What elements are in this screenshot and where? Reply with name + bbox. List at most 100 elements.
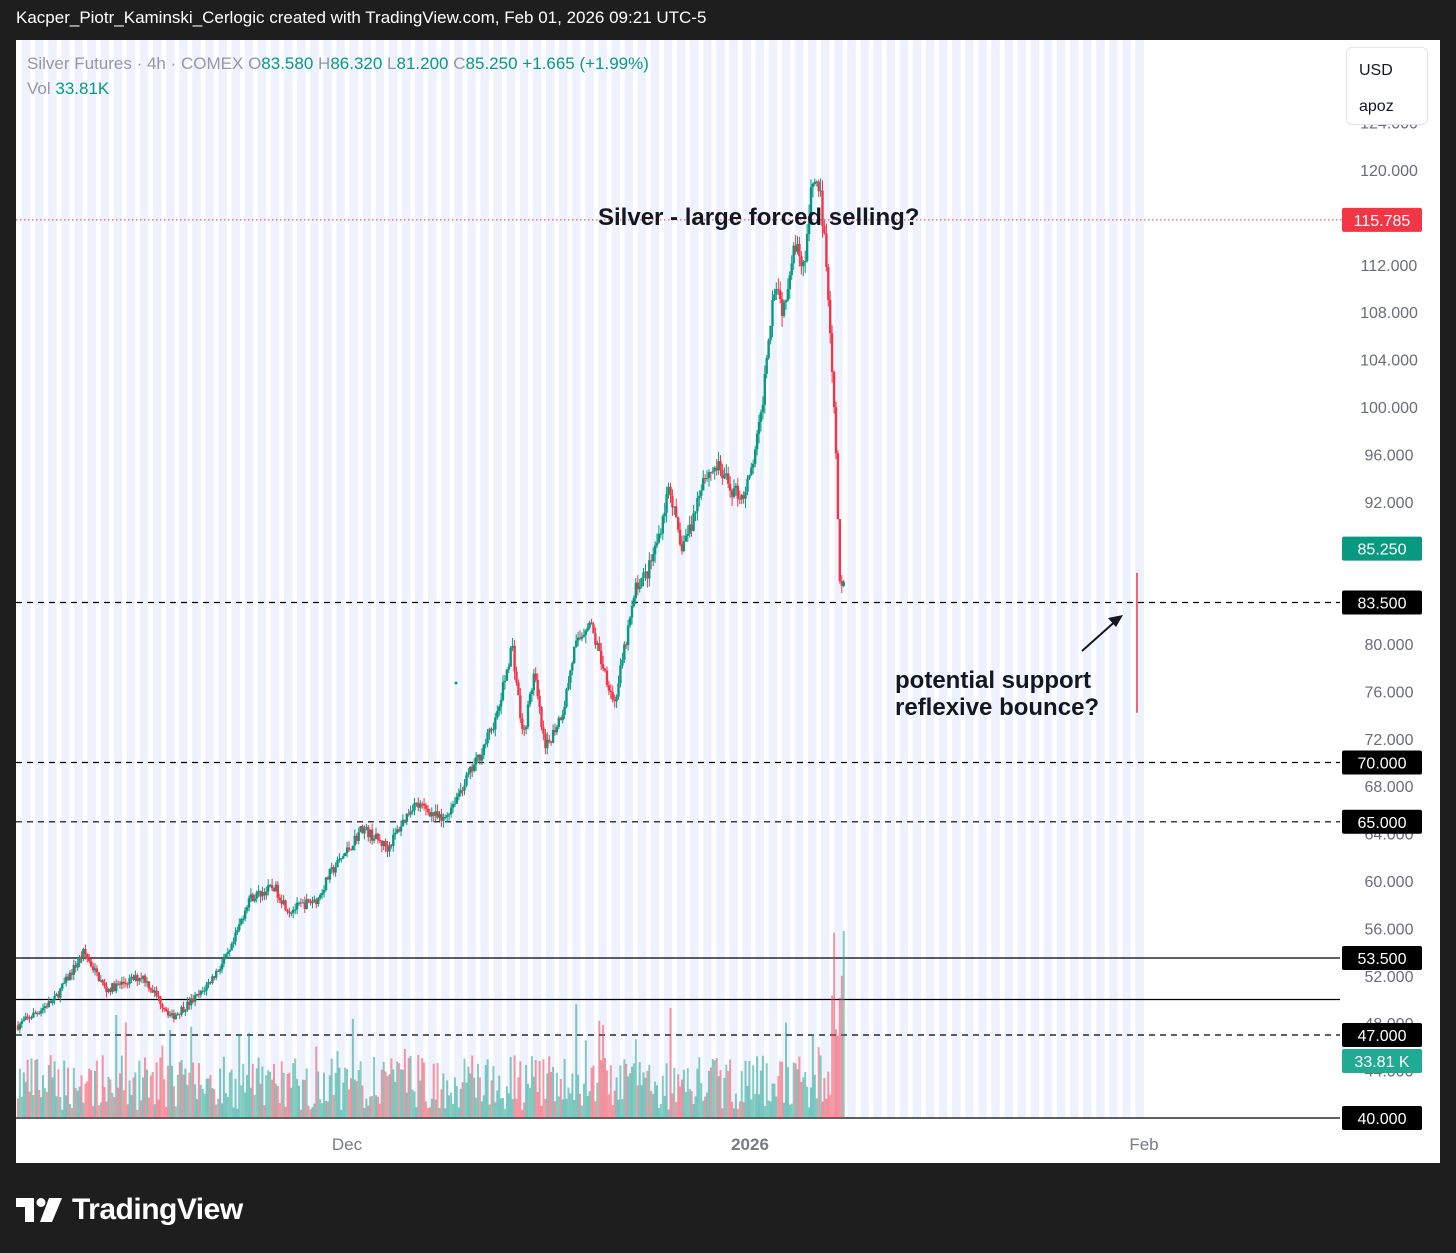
level-price-badge-bg (1342, 750, 1422, 775)
session-band (1043, 40, 1053, 1118)
volume-bar (427, 1108, 429, 1118)
candle-body (515, 671, 518, 683)
volume-bar (657, 1108, 660, 1118)
volume-bar (806, 1086, 809, 1118)
session-band (873, 40, 882, 1118)
volume-bar (752, 1065, 755, 1118)
volume-bar (99, 1102, 102, 1118)
candle-body (64, 976, 68, 983)
volume-bar (323, 1072, 325, 1118)
session-band (598, 40, 607, 1118)
candle-body (836, 453, 840, 519)
candle-body (675, 506, 678, 518)
candle-body (290, 912, 293, 914)
volume-bar (708, 1070, 710, 1118)
volume-bar (469, 1073, 472, 1118)
candle-body (663, 512, 666, 517)
volume-bar (386, 1075, 389, 1118)
volume-bar (415, 1107, 418, 1118)
volume-bar (271, 1079, 274, 1118)
volume-bar (432, 1063, 435, 1118)
level-price-badge: 53.500 (1358, 951, 1407, 968)
session-band (257, 40, 267, 1118)
volume-bar (49, 1055, 52, 1118)
session-band (860, 40, 869, 1118)
candle-body (565, 689, 568, 707)
candle-body (161, 1004, 164, 1008)
chart-canvas[interactable]: Silver - large forced selling? potential … (16, 40, 1440, 1163)
annotation-arrow (1081, 617, 1120, 652)
session-band (1096, 40, 1105, 1118)
volume-bar (733, 1108, 735, 1118)
volume-bar (328, 1075, 331, 1118)
candle-body (32, 1012, 35, 1018)
candle-body (222, 958, 226, 964)
volume-bar (565, 1098, 568, 1118)
candle-body (603, 668, 607, 671)
volume-bar (840, 975, 843, 1118)
volume-bar (467, 1066, 470, 1118)
volume-bar (453, 1077, 456, 1118)
candle-body (617, 683, 620, 697)
candle-body (294, 909, 297, 911)
volume-bar (527, 1083, 529, 1118)
volume-bar (20, 1096, 23, 1118)
session-band (624, 40, 633, 1118)
session-band (886, 40, 895, 1118)
volume-bar (763, 1105, 766, 1118)
symbol-name[interactable]: Silver Futures · 4h · COMEX (27, 54, 244, 73)
volume-bar (715, 1058, 718, 1118)
session-band (74, 40, 83, 1118)
session-band (179, 40, 188, 1118)
volume-bar (130, 1095, 133, 1118)
volume-bar (731, 1101, 734, 1118)
volume-bar (311, 1107, 314, 1118)
candle-body (499, 700, 503, 707)
candle-body (605, 670, 609, 686)
candle-body (544, 733, 547, 749)
candle-body (696, 498, 699, 512)
chart-frame[interactable]: Silver - large forced selling? potential … (16, 40, 1440, 1163)
session-background-bands (22, 40, 1144, 1118)
candle-body (130, 976, 133, 979)
candle-body (496, 711, 499, 718)
session-band (428, 40, 437, 1118)
volume-bar (450, 1092, 453, 1118)
candle-body (428, 812, 432, 817)
volume-bar (598, 1020, 601, 1118)
volume-bar (613, 1090, 616, 1118)
candle-body (47, 1001, 50, 1008)
candle-body (723, 475, 726, 479)
volume-bar (482, 1095, 485, 1118)
volume-bar (833, 932, 836, 1118)
unit-label[interactable]: apoz (1359, 98, 1394, 115)
volume-bar (783, 1102, 785, 1118)
candle-body (702, 478, 705, 491)
volume-bar (296, 1078, 299, 1118)
volume-bar (361, 1085, 364, 1118)
alert-price-badge: 115.785 (1354, 213, 1411, 230)
volume-bar (507, 1093, 510, 1118)
candle-body (143, 975, 147, 983)
candle-body (401, 819, 405, 827)
candle-body (282, 900, 285, 904)
candle-body (28, 1017, 31, 1019)
currency-label[interactable]: USD (1359, 62, 1393, 79)
session-band (375, 40, 385, 1118)
candle-body (111, 983, 114, 992)
volume-bar (563, 1059, 566, 1118)
volume-bar (611, 1105, 614, 1118)
volume-bar (835, 1029, 837, 1118)
volume-bar (330, 1058, 333, 1118)
candle-body (688, 524, 691, 534)
candle-body (51, 999, 54, 1004)
volume-bar (794, 1063, 797, 1118)
volume-bar (407, 1057, 410, 1118)
candle-body (39, 1010, 43, 1014)
currency-unit-selector[interactable]: USD apoz (1346, 47, 1428, 125)
candle-body (41, 1008, 45, 1011)
candle-body (384, 841, 387, 847)
volume-bar (355, 1081, 358, 1118)
volume-bar (115, 1014, 118, 1118)
session-band (939, 40, 948, 1118)
